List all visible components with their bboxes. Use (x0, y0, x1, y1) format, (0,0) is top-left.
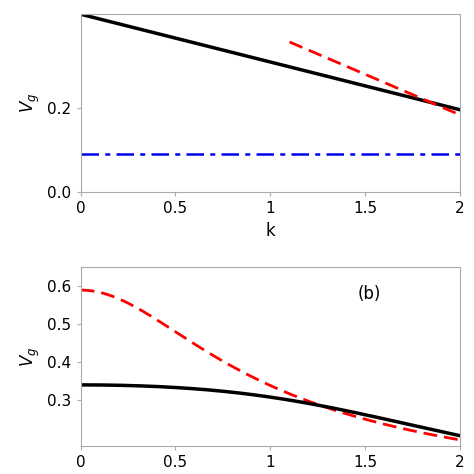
Y-axis label: $V_g$: $V_g$ (18, 346, 42, 366)
X-axis label: k: k (265, 222, 275, 240)
Text: (b): (b) (357, 285, 381, 303)
Y-axis label: $V_g$: $V_g$ (18, 93, 42, 113)
